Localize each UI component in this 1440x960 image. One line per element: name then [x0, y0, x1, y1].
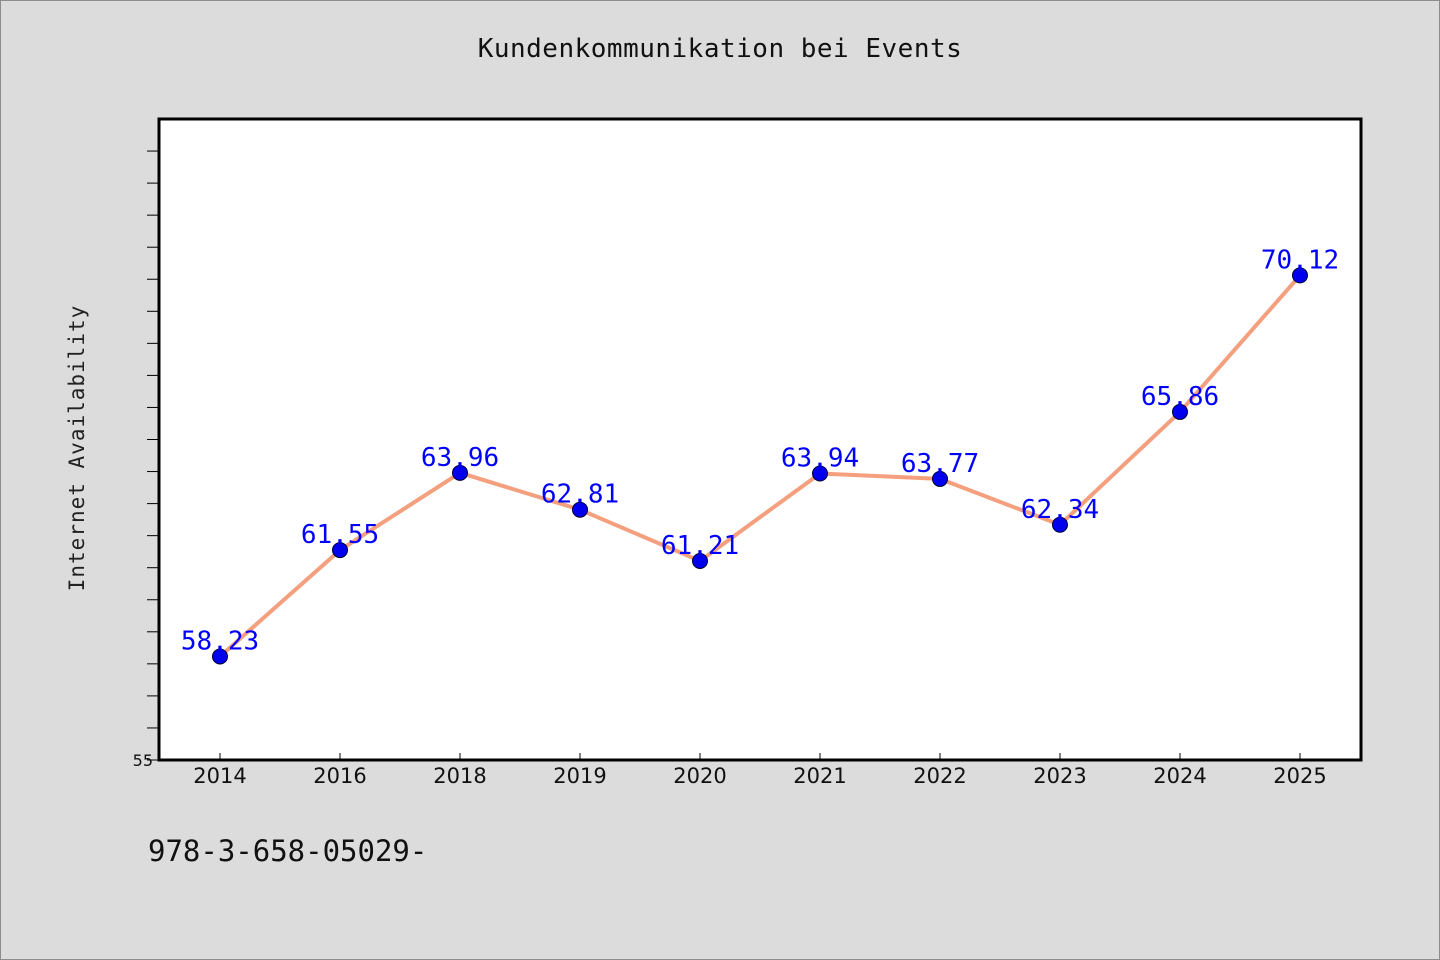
data-point	[452, 464, 468, 481]
data-label: 63.96	[421, 443, 499, 473]
data-labels: 58.23 61.55 63.96 62.81 61.21 63.94 63.77 62.34…	[181, 245, 1339, 656]
x-axis-ticks: 2014 2016 2018 2019 2020 2021 2022 2023 2024 2025	[193, 753, 1327, 788]
x-tick-label: 2016	[313, 764, 366, 788]
x-tick-label: 2019	[553, 764, 606, 788]
y-tick-label: 55	[133, 751, 153, 770]
data-label: 61.55	[301, 520, 379, 550]
data-point	[1292, 267, 1308, 284]
y-axis-ticks: 55	[133, 150, 159, 770]
x-tick-label: 2018	[433, 764, 486, 788]
data-label: 63.77	[901, 449, 979, 479]
x-tick-label: 2014	[193, 764, 246, 788]
data-point	[932, 470, 948, 487]
data-label: 62.34	[1021, 495, 1099, 525]
data-label: 70.12	[1261, 245, 1339, 275]
x-tick-label: 2023	[1033, 764, 1086, 788]
plot-area	[157, 117, 1363, 762]
data-label: 65.86	[1141, 382, 1219, 412]
data-point	[1172, 403, 1188, 420]
data-point	[212, 648, 228, 665]
series-lines	[218, 273, 1302, 659]
data-point	[1052, 516, 1068, 533]
data-label: 58.23	[181, 626, 259, 656]
x-tick-label: 2024	[1153, 764, 1206, 788]
data-points	[212, 267, 1308, 665]
x-tick-label: 2022	[913, 764, 966, 788]
data-label: 62.81	[541, 480, 619, 510]
data-label: 63.94	[781, 443, 859, 473]
x-tick-label: 2020	[673, 764, 726, 788]
series-line	[218, 273, 1302, 659]
data-point	[812, 465, 828, 482]
footer-code: 978-3-658-05029-	[148, 834, 428, 868]
data-point	[692, 552, 708, 569]
data-point	[332, 542, 348, 559]
x-tick-label: 2021	[793, 764, 846, 788]
data-point	[572, 501, 588, 518]
chart-title: Kundenkommunikation bei Events	[477, 34, 963, 64]
x-tick-label: 2025	[1273, 764, 1326, 788]
data-label: 61.21	[661, 531, 739, 561]
